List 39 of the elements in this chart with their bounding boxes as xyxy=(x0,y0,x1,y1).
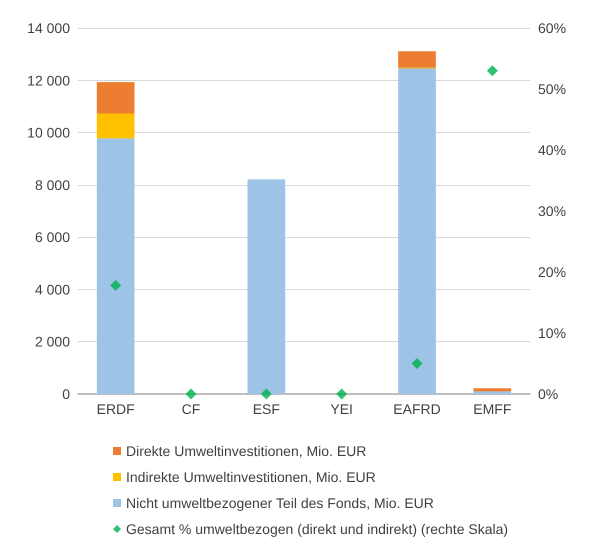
bar xyxy=(248,179,286,394)
y2-tick-label: 10% xyxy=(538,325,566,341)
legend-label: Indirekte Umweltinvestitionen, Mio. EUR xyxy=(126,469,376,485)
y2-tick-label: 50% xyxy=(538,81,566,97)
point xyxy=(260,388,272,400)
y2-tick-label: 20% xyxy=(538,264,566,280)
y-tick-label: 2 000 xyxy=(34,334,70,350)
x-tick-label: YEI xyxy=(330,401,353,417)
bar xyxy=(398,68,436,394)
bar xyxy=(96,138,134,394)
legend-label: Nicht umweltbezogener Teil des Fonds, Mio. EUR xyxy=(126,495,434,511)
point xyxy=(186,388,196,400)
bar xyxy=(474,388,512,392)
bar xyxy=(96,82,134,114)
x-tick-label: ERDF xyxy=(96,401,135,417)
bar xyxy=(96,113,134,138)
x-tick-label: ESF xyxy=(252,401,280,417)
y-tick-label: 12 000 xyxy=(27,72,70,88)
y-tick-label: 6 000 xyxy=(34,229,70,246)
y-tick-label: 8 000 xyxy=(34,176,70,193)
y-tick-label: 14 000 xyxy=(27,20,70,36)
point xyxy=(336,388,348,400)
y2-tick-label: 60% xyxy=(538,20,566,36)
y-tick-label: 4 000 xyxy=(34,281,70,298)
legend-label: Direkte Umweltinvestitionen, Mio. EUR xyxy=(126,443,366,459)
point xyxy=(412,358,422,369)
bar xyxy=(398,51,436,68)
y-tick-label: 10 000 xyxy=(27,124,70,141)
x-tick-label: EAFRD xyxy=(393,401,441,417)
x-tick-label: CF xyxy=(182,401,200,417)
y2-tick-label: 0% xyxy=(538,386,558,402)
y2-tick-label: 40% xyxy=(538,142,566,158)
x-tick-label: EMFF xyxy=(473,401,512,417)
y-tick-label: 0 xyxy=(62,386,70,402)
point xyxy=(110,280,122,291)
bar xyxy=(474,391,512,394)
point xyxy=(486,65,498,76)
y2-tick-label: 30% xyxy=(538,203,566,219)
legend-label: Gesamt % umweltbezogen (direkt und indirekt) (rechte Skala) xyxy=(126,521,508,537)
